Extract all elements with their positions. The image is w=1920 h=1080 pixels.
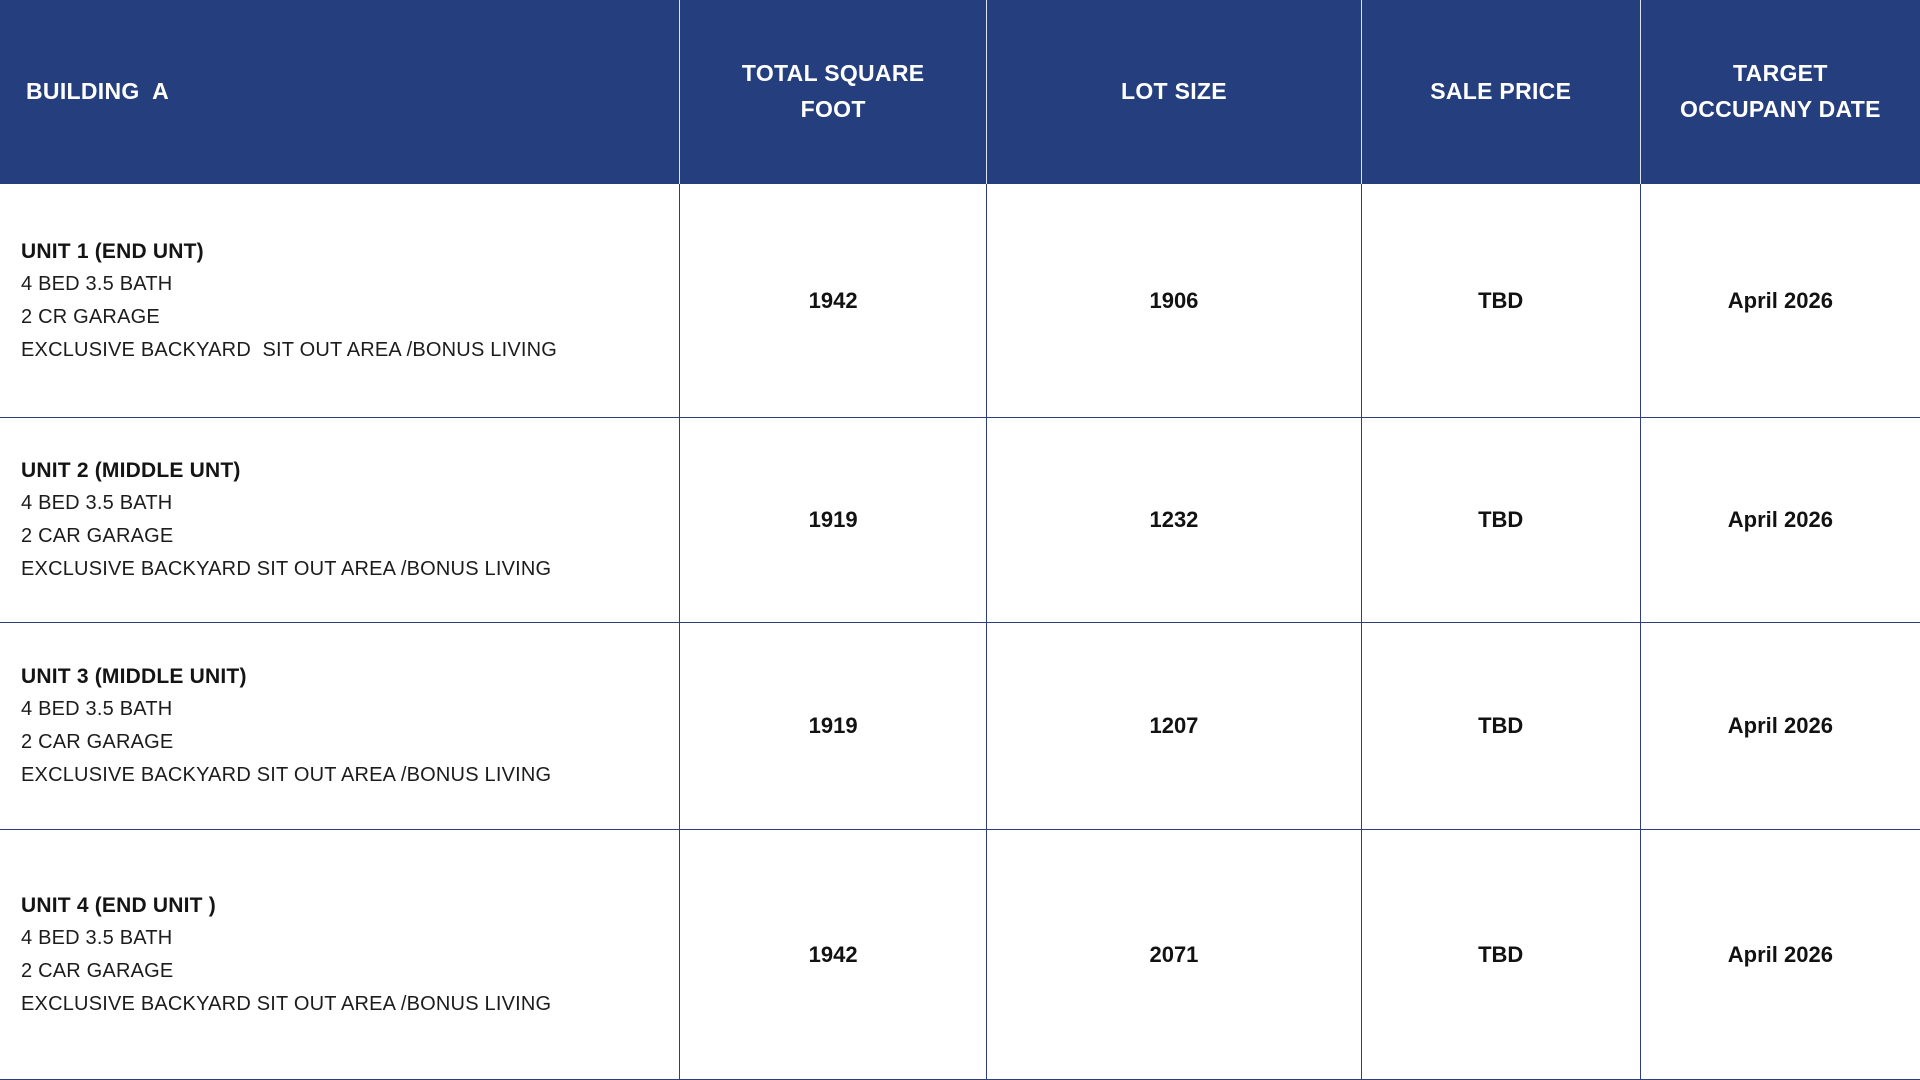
sale-price-cell: TBD [1361, 184, 1641, 418]
sale-price-value: TBD [1478, 507, 1524, 532]
lot-size-cell: 1906 [987, 184, 1362, 418]
unit-detail-line: 4 BED 3.5 BATH [21, 926, 173, 949]
occupancy-date-cell: April 2026 [1640, 418, 1920, 623]
sqft-value: 1942 [808, 941, 858, 967]
occupancy-date-value: April 2026 [1727, 507, 1833, 532]
unit-title: UNIT 4 (END UNIT ) [21, 893, 216, 917]
sqft-cell: 1942 [680, 830, 988, 1080]
unit-description-cell: UNIT 4 (END UNIT ) 4 BED 3.5 BATH 2 CAR … [0, 830, 681, 1080]
sqft-value: 1919 [808, 507, 858, 532]
header-cell-building: BUILDING A [0, 0, 681, 184]
unit-title: UNIT 3 (MIDDLE UNIT) [21, 665, 247, 688]
header-cell-lot-size: LOT SIZE [987, 0, 1362, 184]
table-row: UNIT 2 (MIDDLE UNT) 4 BED 3.5 BATH 2 CAR… [0, 418, 1920, 623]
sale-price-value: TBD [1478, 713, 1524, 738]
sqft-cell: 1942 [680, 184, 988, 418]
lot-size-value: 2071 [1149, 941, 1199, 967]
header-label-target-occupancy-date: TARGET OCCUPANY DATE [1680, 60, 1881, 122]
sqft-value: 1919 [808, 713, 858, 738]
sale-price-value: TBD [1478, 287, 1524, 313]
unit-description-cell: UNIT 1 (END UNT) 4 BED 3.5 BATH 2 CR GAR… [0, 184, 681, 418]
occupancy-date-cell: April 2026 [1640, 623, 1920, 830]
header-cell-total-square-foot: TOTAL SQUARE FOOT [680, 0, 988, 184]
unit-detail-line: EXCLUSIVE BACKYARD SIT OUT AREA /BONUS L… [21, 338, 558, 361]
unit-detail-line: EXCLUSIVE BACKYARD SIT OUT AREA /BONUS L… [21, 992, 552, 1015]
lot-size-cell: 1207 [987, 623, 1362, 830]
unit-detail-line: 4 BED 3.5 BATH [21, 492, 173, 514]
sale-price-cell: TBD [1361, 623, 1641, 830]
unit-title: UNIT 2 (MIDDLE UNT) [21, 459, 241, 482]
unit-detail-line: EXCLUSIVE BACKYARD SIT OUT AREA /BONUS L… [21, 558, 552, 580]
lot-size-value: 1207 [1149, 713, 1199, 738]
sale-price-cell: TBD [1361, 418, 1641, 623]
unit-detail-line: 4 BED 3.5 BATH [21, 272, 173, 295]
table-row: UNIT 4 (END UNIT ) 4 BED 3.5 BATH 2 CAR … [0, 830, 1920, 1080]
unit-description-cell: UNIT 2 (MIDDLE UNT) 4 BED 3.5 BATH 2 CAR… [0, 418, 681, 623]
occupancy-date-value: April 2026 [1727, 713, 1833, 738]
occupancy-date-cell: April 2026 [1640, 184, 1920, 418]
unit-description-cell: UNIT 3 (MIDDLE UNIT) 4 BED 3.5 BATH 2 CA… [0, 623, 681, 830]
header-label-lot-size: LOT SIZE [1120, 78, 1227, 105]
header-label-sale-price: SALE PRICE [1430, 78, 1572, 105]
table-row: UNIT 3 (MIDDLE UNIT) 4 BED 3.5 BATH 2 CA… [0, 623, 1920, 830]
occupancy-date-value: April 2026 [1727, 287, 1833, 313]
sale-price-cell: TBD [1361, 830, 1641, 1080]
lot-size-value: 1232 [1149, 507, 1199, 532]
table-row: UNIT 1 (END UNT) 4 BED 3.5 BATH 2 CR GAR… [0, 184, 1920, 418]
lot-size-cell: 1232 [987, 418, 1362, 623]
sale-price-value: TBD [1478, 941, 1524, 967]
header-label-total-square-foot: TOTAL SQUARE FOOT [741, 60, 925, 122]
unit-detail-line: 2 CAR GARAGE [21, 959, 174, 982]
header-cell-sale-price: SALE PRICE [1362, 0, 1641, 184]
sqft-cell: 1919 [680, 623, 988, 830]
unit-detail-line: 2 CR GARAGE [21, 305, 160, 328]
unit-title: UNIT 1 (END UNT) [21, 239, 204, 263]
header-row: BUILDING A TOTAL SQUARE FOOT LOT SIZE SA… [0, 0, 1920, 184]
unit-detail-line: EXCLUSIVE BACKYARD SIT OUT AREA /BONUS L… [21, 764, 552, 786]
lot-size-value: 1906 [1149, 287, 1199, 313]
sqft-cell: 1919 [680, 418, 988, 623]
sqft-value: 1942 [808, 287, 858, 313]
unit-detail-line: 2 CAR GARAGE [21, 731, 174, 753]
occupancy-date-cell: April 2026 [1640, 830, 1920, 1080]
unit-detail-line: 2 CAR GARAGE [21, 525, 174, 547]
header-label-building: BUILDING A [26, 78, 169, 105]
lot-size-cell: 2071 [987, 830, 1362, 1080]
header-cell-target-occupancy-date: TARGET OCCUPANY DATE [1641, 0, 1920, 184]
occupancy-date-value: April 2026 [1727, 941, 1833, 967]
unit-detail-line: 4 BED 3.5 BATH [21, 698, 173, 720]
